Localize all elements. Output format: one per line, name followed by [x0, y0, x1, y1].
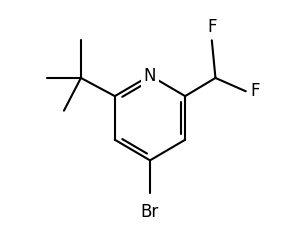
Text: N: N: [144, 66, 156, 85]
Text: Br: Br: [141, 203, 159, 221]
Text: F: F: [207, 18, 217, 35]
Text: F: F: [250, 82, 260, 100]
